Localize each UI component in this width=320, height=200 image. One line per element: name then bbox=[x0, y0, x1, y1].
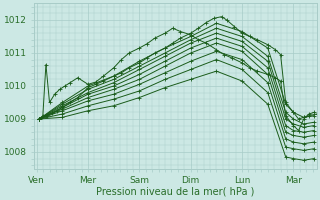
X-axis label: Pression niveau de la mer( hPa ): Pression niveau de la mer( hPa ) bbox=[96, 187, 254, 197]
